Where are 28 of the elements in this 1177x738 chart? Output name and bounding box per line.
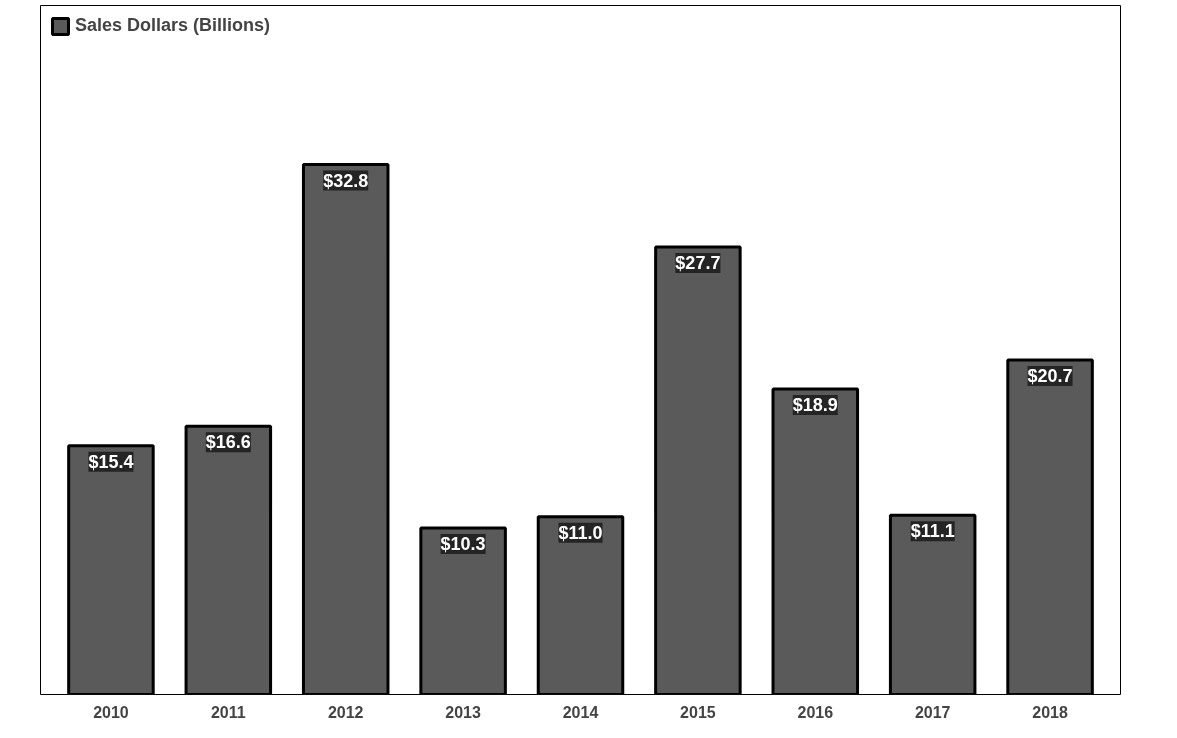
legend-label: Sales Dollars (Billions)	[75, 15, 271, 36]
bar	[1006, 358, 1094, 695]
bar	[419, 526, 507, 695]
data-label: $32.8	[323, 170, 369, 191]
data-label: $10.3	[440, 534, 486, 555]
x-tick-label: 2011	[210, 703, 246, 721]
bar	[771, 387, 860, 695]
x-tick-label: 2015	[680, 703, 716, 721]
x-tick-label: 2014	[562, 703, 599, 721]
x-tick-label: 2013	[445, 703, 482, 721]
bar	[184, 424, 273, 695]
data-label: $18.9	[792, 395, 838, 416]
data-label: $16.6	[205, 432, 251, 453]
data-label: $27.7	[675, 252, 721, 273]
x-tick-label: 2016	[797, 703, 834, 721]
x-tick-label: 2018	[1032, 703, 1068, 721]
data-label: $11.0	[558, 522, 603, 543]
bar	[888, 513, 977, 695]
bar	[654, 245, 742, 695]
x-tick-label: 2010	[93, 703, 129, 721]
bar	[536, 515, 625, 695]
data-label: $15.4	[88, 451, 134, 472]
data-label: $20.7	[1027, 366, 1073, 387]
x-tick-label: 2012	[327, 703, 364, 721]
bar	[301, 163, 390, 695]
data-label: $11.1	[910, 521, 955, 542]
bar	[67, 444, 155, 695]
x-tick-label: 2017	[914, 703, 951, 721]
